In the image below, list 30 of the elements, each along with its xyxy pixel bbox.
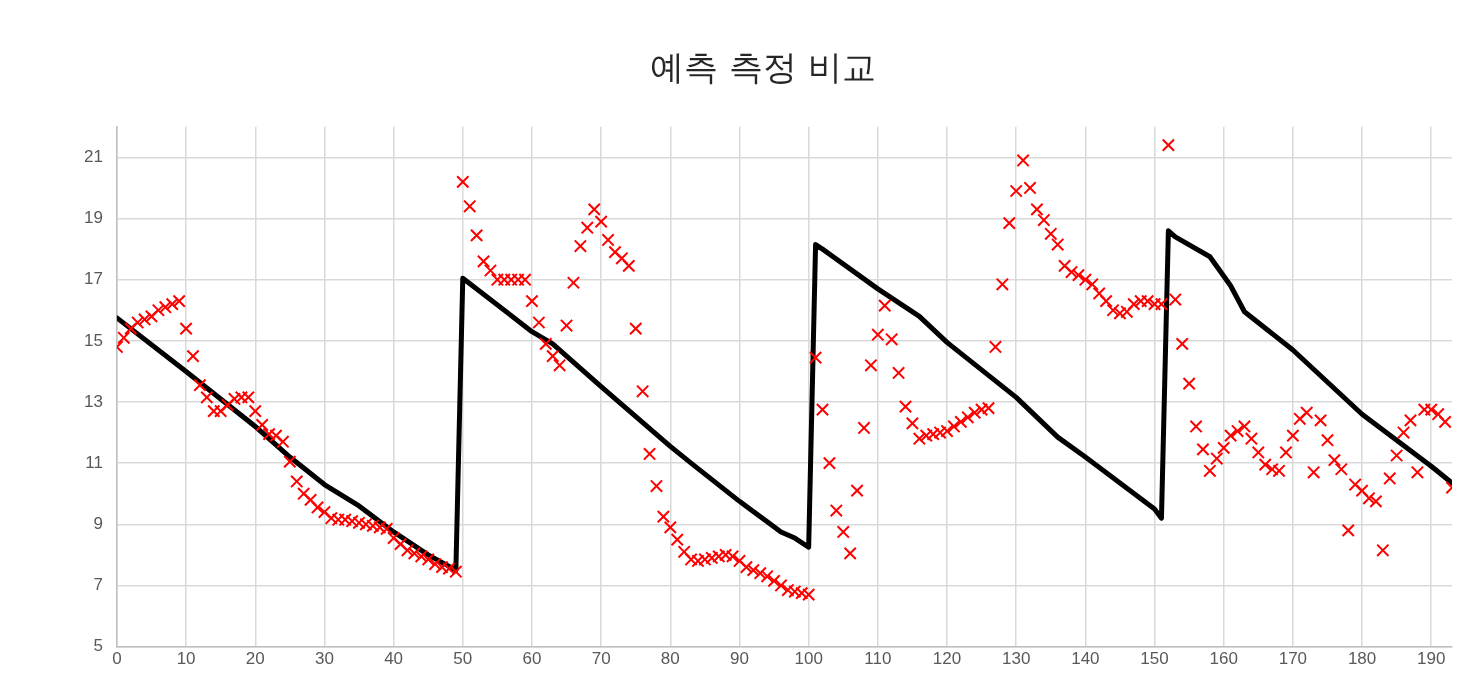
chart-title: 예측 측정 비교 <box>650 47 876 88</box>
y-tick-label: 11 <box>85 452 103 472</box>
x-tick-label: 100 <box>794 649 823 669</box>
y-tick-label: 21 <box>83 147 103 167</box>
y-tick-label: 5 <box>93 636 103 656</box>
y-tick-label: 15 <box>83 330 103 350</box>
x-tick-label: 0 <box>112 649 122 669</box>
y-tick-label: 19 <box>83 208 103 228</box>
y-tick-label: 13 <box>83 391 103 411</box>
y-tick-label: 17 <box>83 269 103 289</box>
x-tick-label: 170 <box>1278 649 1308 669</box>
x-tick-label: 30 <box>314 649 334 669</box>
x-tick-label: 40 <box>384 649 404 669</box>
x-tick-label: 120 <box>932 649 962 669</box>
x-tick-label: 190 <box>1417 649 1446 669</box>
x-tick-label: 90 <box>730 649 749 669</box>
x-tick-label: 10 <box>176 649 196 669</box>
x-tick-label: 60 <box>522 649 542 669</box>
x-tick-label: 130 <box>1002 649 1031 669</box>
x-tick-label: 160 <box>1209 649 1238 669</box>
x-tick-label: 50 <box>453 649 473 669</box>
y-tick-label: 9 <box>93 513 103 533</box>
y-tick-label: 7 <box>93 575 103 595</box>
x-tick-label: 70 <box>591 649 611 669</box>
x-tick-label: 150 <box>1140 649 1169 669</box>
x-tick-label: 80 <box>660 649 680 669</box>
x-tick-label: 110 <box>864 649 892 669</box>
x-tick-label: 140 <box>1071 649 1100 669</box>
x-tick-label: 20 <box>245 649 265 669</box>
x-tick-label: 180 <box>1347 649 1377 669</box>
